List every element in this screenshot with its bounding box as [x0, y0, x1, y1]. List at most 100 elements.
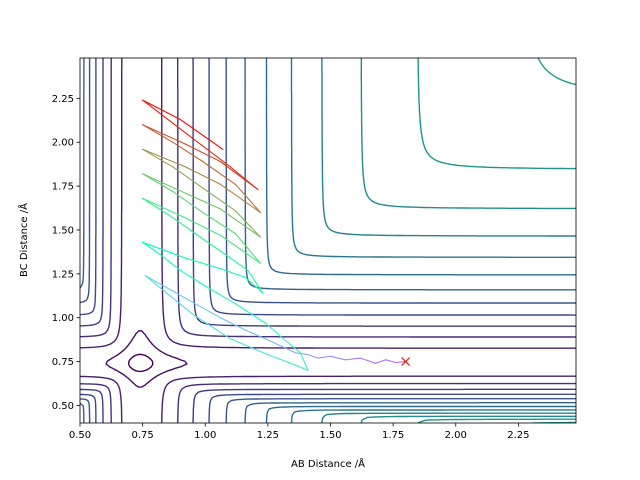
trajectory-segment	[172, 190, 204, 213]
trajectory-segment	[267, 354, 296, 366]
y-axis-label: BC Distance /Å	[17, 203, 30, 277]
trajectory-segment	[234, 303, 266, 324]
trajectory-segment	[169, 120, 199, 143]
y-tick-label: 1.50	[52, 225, 74, 236]
trajectory-segment	[142, 241, 161, 256]
contour-level	[80, 58, 576, 423]
trajectory-segment	[194, 232, 221, 252]
trajectory-segment	[184, 217, 221, 236]
y-tick-label: 2.25	[52, 94, 74, 105]
plot-frame	[79, 57, 577, 424]
trajectory-segment	[142, 148, 186, 168]
x-tick-label: 1.50	[319, 430, 341, 441]
trajectory-segment	[244, 276, 264, 294]
trajectory-segment	[264, 338, 281, 347]
trajectory-segment	[142, 148, 174, 168]
trajectory-segment	[329, 355, 347, 361]
trajectory-segment	[299, 352, 309, 371]
trajectory-segment	[172, 166, 204, 189]
trajectory-segment	[307, 354, 319, 359]
trajectory-segment	[229, 166, 259, 191]
trajectory-segment	[142, 173, 186, 194]
trajectory-segment	[279, 345, 296, 354]
trajectory-segment	[202, 160, 236, 185]
trajectory-segment	[202, 187, 236, 212]
contour-level	[360, 58, 576, 423]
trajectory-path	[142, 99, 407, 371]
trajectory-segment	[142, 124, 174, 143]
trajectory-segment	[169, 289, 196, 305]
contour-level	[265, 58, 576, 423]
trajectory-segment	[229, 338, 269, 356]
trajectory-segment	[244, 329, 266, 340]
contour-level	[105, 330, 188, 388]
trajectory-segment	[385, 359, 397, 364]
contour-level	[321, 58, 576, 423]
trajectory-segment	[184, 192, 221, 210]
trajectory-segment	[142, 173, 174, 192]
y-tick-label: 0.75	[52, 357, 74, 368]
trajectory-segment	[234, 232, 261, 264]
trajectory-segment	[219, 317, 246, 331]
trajectory-segment	[219, 234, 261, 264]
contour-level	[290, 58, 576, 423]
y-tick-label: 2.00	[52, 138, 74, 149]
contour-level	[80, 58, 576, 423]
trajectory-segment	[202, 211, 236, 235]
y-axis: 0.50 0.75 1.00 1.25 1.50 1.75 2.00 2.25	[52, 94, 80, 412]
trajectory-segment	[234, 183, 261, 213]
trajectory-segment	[395, 361, 407, 364]
trajectory-segment	[144, 275, 194, 315]
x-tick-label: 1.25	[257, 430, 279, 441]
trajectory-segment	[194, 303, 221, 319]
trajectory-segment	[219, 250, 249, 271]
trajectory-segment	[294, 352, 309, 356]
x-tick-label: 0.50	[69, 430, 91, 441]
trajectory-segment	[192, 313, 231, 340]
trajectory-segment	[142, 99, 181, 120]
trajectory-segment	[360, 357, 377, 364]
x-tick-label: 2.25	[507, 430, 529, 441]
contour-lines	[80, 58, 576, 423]
trajectory-segment	[219, 268, 246, 278]
trajectory-segment	[375, 359, 387, 364]
end-marker-cross	[401, 357, 411, 367]
contour-level	[80, 58, 576, 423]
contour-level	[417, 58, 576, 423]
trajectory-segment	[142, 124, 186, 145]
y-tick-label: 1.00	[52, 313, 74, 324]
trajectory-segment	[247, 269, 264, 294]
x-tick-label: 2.00	[445, 430, 467, 441]
y-tick-label: 1.25	[52, 269, 74, 280]
trajectory-segment	[142, 99, 171, 122]
trajectory-segment	[264, 322, 286, 342]
trajectory-segment	[159, 253, 181, 271]
trajectory-segment	[142, 197, 171, 217]
trajectory-segment	[184, 166, 221, 185]
trajectory-segment	[144, 275, 171, 291]
trajectory-segment	[197, 141, 231, 168]
trajectory-segment	[234, 210, 261, 238]
contour-level	[80, 58, 576, 423]
trajectory-segment	[184, 257, 221, 270]
plot-area	[80, 58, 576, 423]
end-marker	[401, 357, 411, 367]
trajectory-segment	[317, 355, 332, 359]
trajectory-segment	[219, 208, 261, 238]
trajectory-segment	[204, 285, 236, 305]
trajectory-segment	[184, 143, 221, 163]
y-tick-label: 0.50	[52, 401, 74, 412]
x-tick-label: 1.00	[194, 430, 216, 441]
trajectory-segment	[219, 183, 261, 213]
trajectory-segment	[344, 357, 362, 361]
trajectory-segment	[284, 339, 301, 354]
trajectory-segment	[142, 241, 186, 259]
trajectory-segment	[179, 118, 224, 150]
y-tick-label: 1.75	[52, 182, 74, 193]
x-tick-label: 1.75	[382, 430, 404, 441]
contour-level	[80, 58, 576, 423]
trajectory-segment	[172, 141, 204, 163]
trajectory-segment	[179, 269, 206, 287]
trajectory-segment	[142, 197, 186, 219]
